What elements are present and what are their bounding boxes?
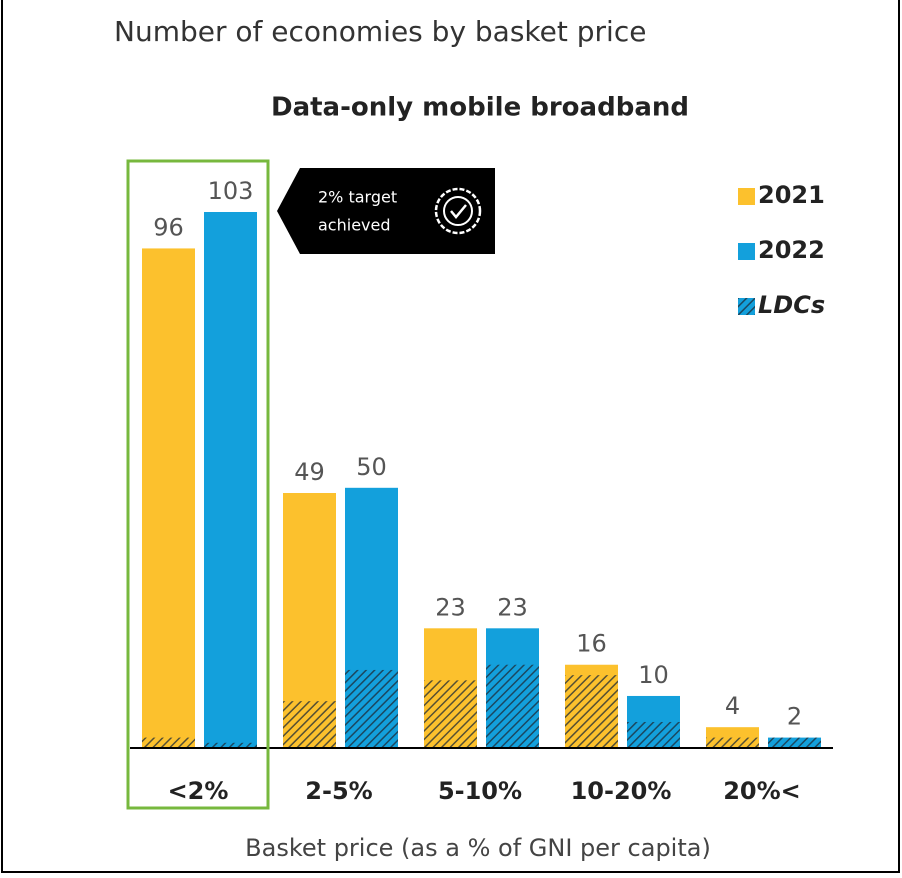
chart-subtitle: Data-only mobile broadband [271,93,689,123]
bar [204,212,257,748]
badge-icon [443,196,473,226]
bar-subset [345,669,398,748]
legend-swatch [738,188,755,205]
legend-swatch [738,298,755,315]
annotation-text: 2% target [318,188,397,207]
x-tick-label: 2-5% [305,777,372,805]
value-label: 10 [638,661,669,689]
bar-subset [283,701,336,748]
badge-icon [434,187,482,235]
x-tick-label: 20%< [723,777,801,805]
bar-subset [706,737,759,748]
legend-label: 2021 [758,181,825,209]
value-label: 96 [153,213,184,241]
bar-subset [768,737,821,748]
value-label: 16 [576,630,607,658]
legend-swatch [738,243,755,260]
value-label: 103 [208,177,254,205]
annotation: 2% target achieved [277,168,495,254]
x-axis-label: Basket price (as a % of GNI per capita) [245,834,711,862]
bar-subset [486,664,539,748]
bar-subset [424,680,477,748]
x-tick-label: <2% [168,777,229,805]
chart-title: Number of economies by basket price [114,15,646,48]
legend-label: 2022 [758,236,825,264]
legend-label: LDCs [758,291,825,319]
bar-subset [565,675,618,748]
value-label: 23 [435,593,466,621]
value-label: 4 [725,692,740,720]
value-label: 50 [356,453,387,481]
bar-subset [627,721,680,748]
x-tick-label: 10-20% [571,777,672,805]
value-label: 23 [497,593,528,621]
bar-subset [142,737,195,748]
bar [142,248,195,748]
highlight-box [126,159,270,810]
badge-icon [450,204,467,219]
value-label: 2 [787,703,802,731]
callout [277,168,495,254]
x-tick-label: 5-10% [438,777,522,805]
annotation-text: achieved [318,216,391,235]
value-label: 49 [294,458,325,486]
bar-subset [204,742,257,748]
